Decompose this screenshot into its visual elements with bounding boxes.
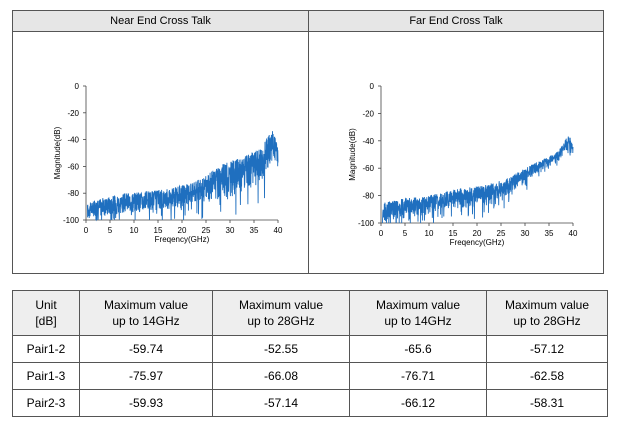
x-tick-label: 25 (497, 229, 506, 238)
next-panel: Near End Cross Talk 0 -20 -40 -60 -80 -100 0 5 1… (13, 11, 309, 273)
charts-container: Near End Cross Talk 0 -20 -40 -60 -80 -100 0 5 1… (12, 10, 604, 274)
y-tick-label: -40 (67, 136, 79, 145)
next-title: Near End Cross Talk (13, 11, 308, 32)
row-label: Pair1-3 (12, 362, 80, 390)
x-tick-label: 35 (250, 226, 259, 235)
y-tick-label: -60 (362, 164, 374, 173)
x-tick-label: 15 (449, 229, 458, 238)
x-tick-label: 20 (178, 226, 187, 235)
table-row: Pair1-2 -59.74 -52.55 -65.6 -57.12 (12, 335, 608, 363)
y-tick-label: -80 (67, 189, 79, 198)
col-header-unit: Unit [dB] (12, 290, 80, 336)
col-header-fext-28: Maximum value up to 28GHz (486, 290, 608, 336)
table-cell: -75.97 (79, 362, 213, 390)
x-tick-label: 25 (202, 226, 211, 235)
y-tick-label: -100 (63, 216, 80, 225)
x-tick-label: 0 (84, 226, 89, 235)
table-cell: -76.71 (349, 362, 487, 390)
table-cell: -66.12 (349, 389, 487, 417)
x-tick-label: 10 (130, 226, 139, 235)
x-tick-label: 40 (274, 226, 283, 235)
y-axis-label: Magnitude(dB) (348, 128, 357, 181)
row-label: Pair2-3 (12, 389, 80, 417)
table-cell: -62.58 (486, 362, 608, 390)
table-cell: -52.55 (212, 335, 350, 363)
x-tick-label: 5 (403, 229, 408, 238)
x-tick-label: 0 (379, 229, 384, 238)
table-row: Pair2-3 -59.93 -57.14 -66.12 -58.31 (12, 389, 608, 417)
y-tick-label: -40 (362, 137, 374, 146)
table-header-row: Unit [dB] Maximum value up to 14GHz Maximu… (12, 290, 608, 336)
table-cell: -57.14 (212, 389, 350, 417)
y-tick-label: -20 (362, 109, 374, 118)
y-tick-label: -60 (67, 162, 79, 171)
table-cell: -66.08 (212, 362, 350, 390)
col-header-next-28: Maximum value up to 28GHz (212, 290, 350, 336)
x-tick-label: 10 (425, 229, 434, 238)
fext-chart: 0 -20 -40 -60 -80 -100 0 5 10 15 20 25 30 35 40 Freqenc… (348, 82, 578, 247)
table-row: Pair1-3 -75.97 -66.08 -76.71 -62.58 (12, 362, 608, 390)
x-tick-label: 35 (545, 229, 554, 238)
x-axis-label: Freqency(GHz) (450, 238, 505, 247)
fext-title: Far End Cross Talk (309, 11, 603, 32)
y-tick-label: 0 (75, 82, 80, 91)
fext-panel: Far End Cross Talk 0 -20 -40 -60 -80 -100 0 5 10… (309, 11, 603, 273)
crosstalk-table: Unit [dB] Maximum value up to 14GHz Maximu… (12, 290, 608, 417)
x-tick-label: 30 (521, 229, 530, 238)
series-line (86, 131, 279, 222)
series-line (381, 136, 574, 224)
next-chart: 0 -20 -40 -60 -80 -100 0 5 10 15 20 25 30 35 40 Freqenc… (53, 82, 283, 244)
x-tick-label: 5 (108, 226, 113, 235)
table-cell: -57.12 (486, 335, 608, 363)
y-tick-label: -100 (358, 219, 375, 228)
table-cell: -58.31 (486, 389, 608, 417)
y-axis-label: Magnitude(dB) (53, 126, 62, 179)
y-tick-label: 0 (370, 82, 375, 91)
x-axis-label: Freqency(GHz) (155, 235, 210, 244)
x-tick-label: 30 (226, 226, 235, 235)
table-cell: -65.6 (349, 335, 487, 363)
row-label: Pair1-2 (12, 335, 80, 363)
col-header-fext-14: Maximum value up to 14GHz (349, 290, 487, 336)
col-header-next-14: Maximum value up to 14GHz (79, 290, 213, 336)
x-tick-label: 15 (154, 226, 163, 235)
y-tick-label: -20 (67, 109, 79, 118)
y-tick-label: -80 (362, 192, 374, 201)
table-cell: -59.93 (79, 389, 213, 417)
x-tick-label: 20 (473, 229, 482, 238)
table-cell: -59.74 (79, 335, 213, 363)
x-tick-label: 40 (569, 229, 578, 238)
